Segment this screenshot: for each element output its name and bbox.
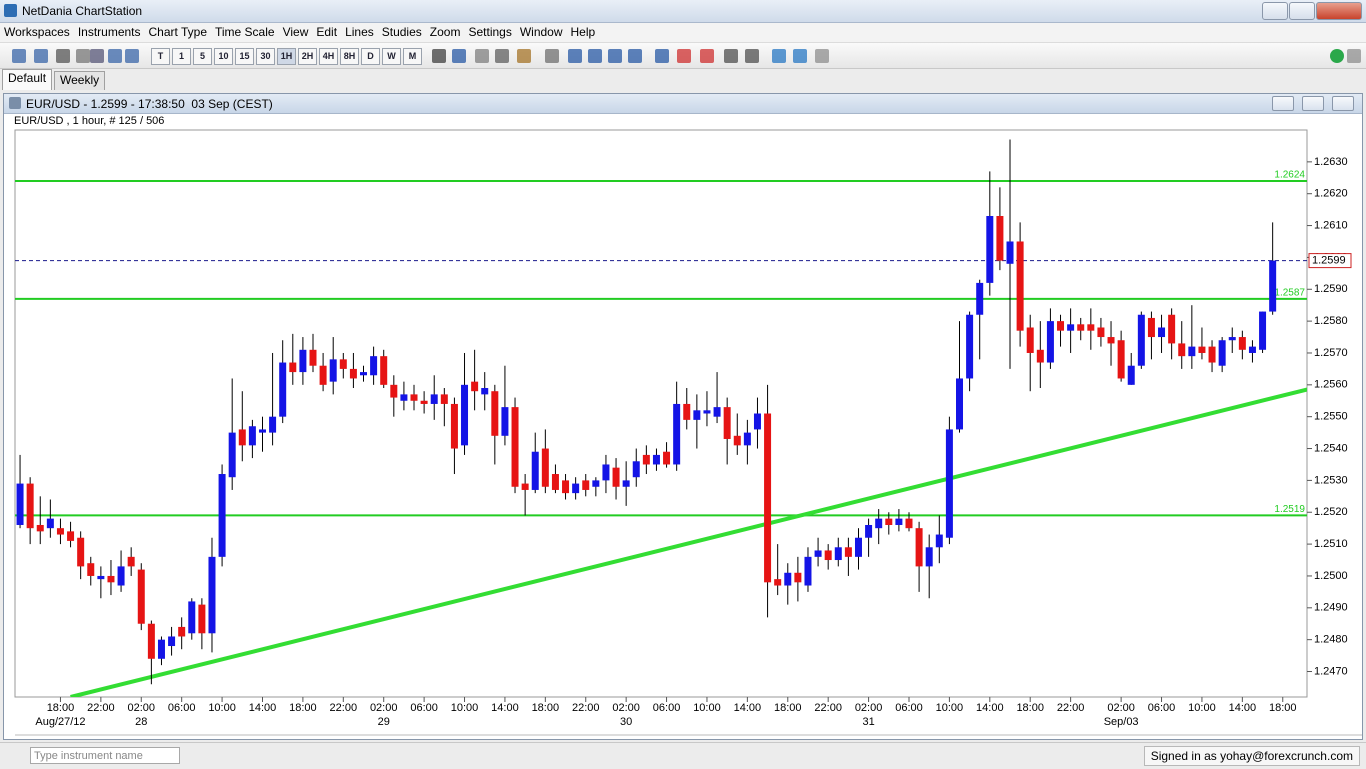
toolbar-icon[interactable]	[34, 49, 48, 63]
menu-item[interactable]: View	[282, 25, 309, 39]
menu-item[interactable]: Lines	[345, 25, 374, 39]
timeframe-button[interactable]: 4H	[319, 48, 338, 65]
menu-item[interactable]: Studies	[381, 25, 422, 39]
toolbar-icon[interactable]	[568, 49, 582, 63]
status-bar: Type instrument name Signed in as yohay@…	[0, 742, 1366, 769]
toolbar-icon[interactable]	[125, 49, 139, 63]
toolbar-icon[interactable]	[793, 49, 807, 63]
tab[interactable]: Default	[2, 69, 53, 90]
toolbar-icon[interactable]	[90, 49, 104, 63]
menu-item[interactable]: Help	[570, 25, 596, 39]
timeframe-button[interactable]: 2H	[298, 48, 317, 65]
maximize-button[interactable]	[1289, 2, 1315, 20]
toolbar-icon[interactable]	[12, 49, 26, 63]
menu-item[interactable]: Time Scale	[215, 25, 275, 39]
timeframe-button[interactable]: 15	[235, 48, 254, 65]
chart-close-button[interactable]	[1332, 96, 1354, 111]
close-button[interactable]	[1316, 2, 1362, 20]
toolbar-icon[interactable]	[56, 49, 70, 63]
timeframe-button[interactable]: 8H	[340, 48, 359, 65]
timeframe-button[interactable]: 30	[256, 48, 275, 65]
toolbar-icon[interactable]	[700, 49, 714, 63]
toolbar-icon[interactable]	[745, 49, 759, 63]
timeframe-button[interactable]: W	[382, 48, 401, 65]
tab[interactable]: Weekly	[54, 71, 106, 90]
chart-window-title: EUR/USD - 1.2599 - 17:38:50 03 Sep (CEST…	[26, 97, 273, 111]
menu-item[interactable]: Instruments	[77, 25, 141, 39]
timeframe-button[interactable]: 1	[172, 48, 191, 65]
toolbar-icon[interactable]	[724, 49, 738, 63]
toolbar-icon[interactable]	[677, 49, 691, 63]
toolbar-icon[interactable]	[495, 49, 509, 63]
connection-indicator	[1330, 49, 1344, 63]
toolbar-icon[interactable]	[588, 49, 602, 63]
menu-item[interactable]: Workspaces	[4, 25, 70, 39]
timeframe-button[interactable]: T	[151, 48, 170, 65]
toolbar: T 1 5 10 15 30 1H 2H 4H 8H D W M	[0, 43, 1366, 69]
toolbar-icon[interactable]	[475, 49, 489, 63]
toolbar-icon[interactable]	[517, 49, 531, 63]
timeframe-button[interactable]: 10	[214, 48, 233, 65]
toolbar-icon[interactable]	[545, 49, 559, 63]
toolbar-icon[interactable]	[655, 49, 669, 63]
toolbar-icon[interactable]	[432, 49, 446, 63]
chart-restore-button[interactable]	[1302, 96, 1324, 111]
timeframe-button[interactable]: M	[403, 48, 422, 65]
menu-item[interactable]: Window	[519, 25, 563, 39]
menu-item[interactable]: Settings	[468, 25, 512, 39]
window-title: NetDania ChartStation	[22, 4, 143, 18]
menu-item[interactable]: Chart Type	[148, 25, 207, 39]
chart-window-title-bar: EUR/USD - 1.2599 - 17:38:50 03 Sep (CEST…	[4, 94, 1362, 114]
instrument-search[interactable]: Type instrument name	[30, 747, 180, 764]
toolbar-icon[interactable]	[628, 49, 642, 63]
title-bar: NetDania ChartStation	[0, 0, 1366, 23]
toolbar-icon[interactable]	[772, 49, 786, 63]
menu-item[interactable]: Edit	[316, 25, 338, 39]
menu-bar: Workspaces Instruments Chart Type Time Scal…	[0, 23, 1366, 43]
toolbar-icon[interactable]	[452, 49, 466, 63]
minimize-button[interactable]	[1262, 2, 1288, 20]
tab-bar: Default Weekly	[0, 69, 1366, 91]
toolbar-icon[interactable]	[608, 49, 622, 63]
timeframe-button[interactable]: 5	[193, 48, 212, 65]
chart-subtitle: EUR/USD , 1 hour, # 125 / 506	[14, 115, 165, 127]
toolbar-icon[interactable]	[76, 49, 90, 63]
menu-item[interactable]: Zoom	[429, 25, 461, 39]
chart-window-icon	[9, 97, 21, 109]
toolbar-icon[interactable]	[1347, 49, 1361, 63]
chart-minimize-button[interactable]	[1272, 96, 1294, 111]
timeframe-button[interactable]: 1H	[277, 48, 296, 65]
sign-in-status: Signed in as yohay@forexcrunch.com	[1143, 746, 1360, 766]
toolbar-icon[interactable]	[815, 49, 829, 63]
timeframe-button[interactable]: D	[361, 48, 380, 65]
toolbar-icon[interactable]	[108, 49, 122, 63]
app-icon	[4, 4, 17, 17]
chart-window: EUR/USD - 1.2599 - 17:38:50 03 Sep (CEST…	[3, 93, 1363, 740]
